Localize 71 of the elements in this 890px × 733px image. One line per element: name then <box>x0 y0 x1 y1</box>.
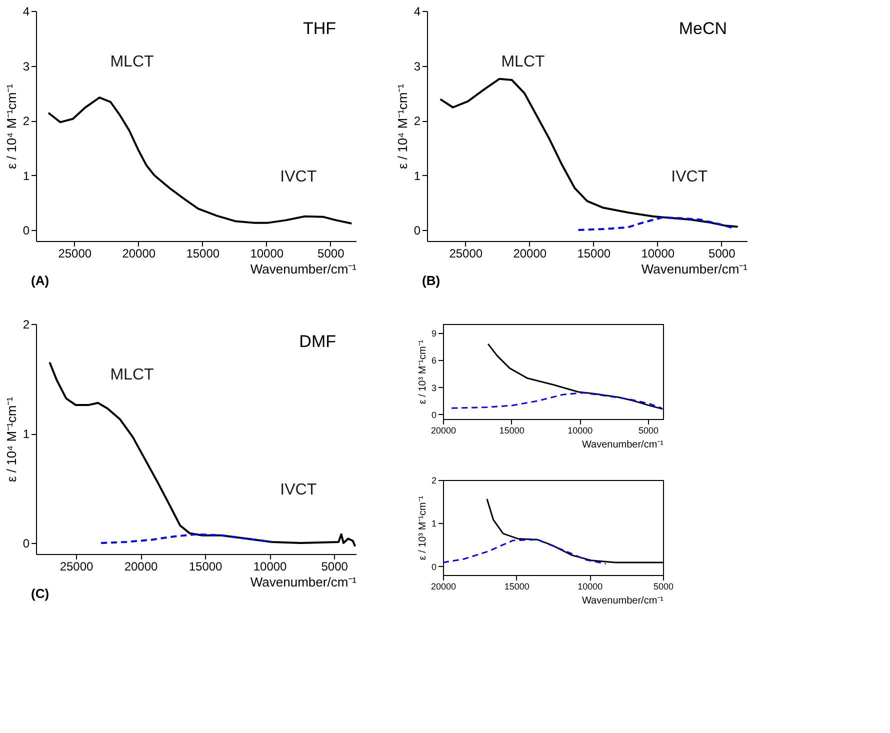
x-tick-label: 5000 <box>321 560 348 574</box>
x-tick-label: 25000 <box>58 246 92 260</box>
line-series <box>439 78 739 228</box>
y-tick-label: 3 <box>414 59 421 74</box>
annotation: MLCT <box>501 54 545 71</box>
y-tick-label: 1 <box>22 427 30 442</box>
y-tick-label: 0 <box>431 410 436 420</box>
y-tick-label: 1 <box>431 518 436 529</box>
annotation: IVCT <box>671 168 708 186</box>
x-tick-label: 15000 <box>499 426 524 436</box>
y-axis-title: ε / 10³ M⁻¹cm⁻¹ <box>417 495 428 560</box>
line-series <box>443 538 607 565</box>
x-tick-label: 25000 <box>60 560 94 574</box>
y-tick-label: 2 <box>22 114 30 128</box>
y-tick-label: 0 <box>414 224 421 238</box>
x-axis-title: Wavenumber/cm⁻¹ <box>641 262 748 276</box>
y-axis-title: ε / 10⁴ M⁻¹cm⁻¹ <box>4 83 19 170</box>
annotation: THF <box>302 19 336 38</box>
y-tick-label: 2 <box>431 476 436 486</box>
y-tick-label: 0 <box>431 562 436 572</box>
y-axis-title: ε / 10⁴ M⁻¹cm⁻¹ <box>394 83 410 170</box>
line-series <box>100 533 273 544</box>
line-series <box>450 392 662 409</box>
y-axis-title: ε / 10⁴ M⁻¹cm⁻¹ <box>4 396 19 482</box>
x-tick-label: 15000 <box>577 246 611 260</box>
text: (C) <box>31 586 50 601</box>
y-axis-title: ε / 10³ M⁻¹cm⁻¹ <box>417 339 428 404</box>
y-tick-label: 2 <box>414 114 421 128</box>
x-tick-label: 5000 <box>638 426 658 436</box>
x-axis-title: Wavenumber/cm⁻¹ <box>582 596 664 606</box>
x-tick-label: 15000 <box>188 560 223 574</box>
x-tick-label: 10000 <box>641 246 675 260</box>
y-tick-label: 0 <box>22 536 30 551</box>
x-tick-label: 25000 <box>449 246 483 260</box>
y-tick-label: 0 <box>22 224 30 238</box>
x-tick-label: 20000 <box>513 246 547 260</box>
x-axis-title: Wavenumber/cm⁻¹ <box>582 440 664 450</box>
x-axis-title: Wavenumber/cm⁻¹ <box>250 262 358 276</box>
annotation: MLCT <box>110 366 154 384</box>
text: (B) <box>422 273 440 288</box>
x-tick-label: 10000 <box>250 246 284 260</box>
y-tick-label: 3 <box>431 382 436 393</box>
y-tick-label: 2 <box>22 318 30 332</box>
x-tick-label: 20000 <box>430 582 456 592</box>
y-tick-label: 4 <box>22 4 30 18</box>
x-tick-label: 20000 <box>430 426 456 436</box>
y-tick-label: 9 <box>431 328 436 339</box>
x-tick-label: 20000 <box>124 560 158 574</box>
x-tick-label: 10000 <box>568 426 593 436</box>
annotation: DMF <box>299 332 336 351</box>
line-series <box>48 361 356 548</box>
x-tick-label: 20000 <box>122 246 156 260</box>
text: (A) <box>31 273 50 288</box>
annotation: IVCT <box>280 482 317 499</box>
x-tick-label: 10000 <box>253 560 288 574</box>
annotation: MeCN <box>678 19 727 38</box>
y-tick-label: 6 <box>431 356 436 366</box>
x-tick-label: 10000 <box>578 582 603 592</box>
x-tick-label: 5000 <box>318 246 345 260</box>
x-tick-label: 15000 <box>504 582 530 592</box>
line-series <box>47 96 353 224</box>
x-tick-label: 15000 <box>186 246 220 260</box>
x-tick-label: 5000 <box>708 246 736 260</box>
y-tick-label: 4 <box>414 4 421 18</box>
x-tick-label: 5000 <box>653 582 674 592</box>
y-tick-label: 3 <box>22 59 30 74</box>
y-tick-label: 1 <box>22 168 30 183</box>
annotation: MLCT <box>110 54 154 71</box>
annotation: IVCT <box>280 168 317 186</box>
x-axis-title: Wavenumber/cm⁻¹ <box>250 574 358 590</box>
y-tick-label: 1 <box>414 168 421 183</box>
